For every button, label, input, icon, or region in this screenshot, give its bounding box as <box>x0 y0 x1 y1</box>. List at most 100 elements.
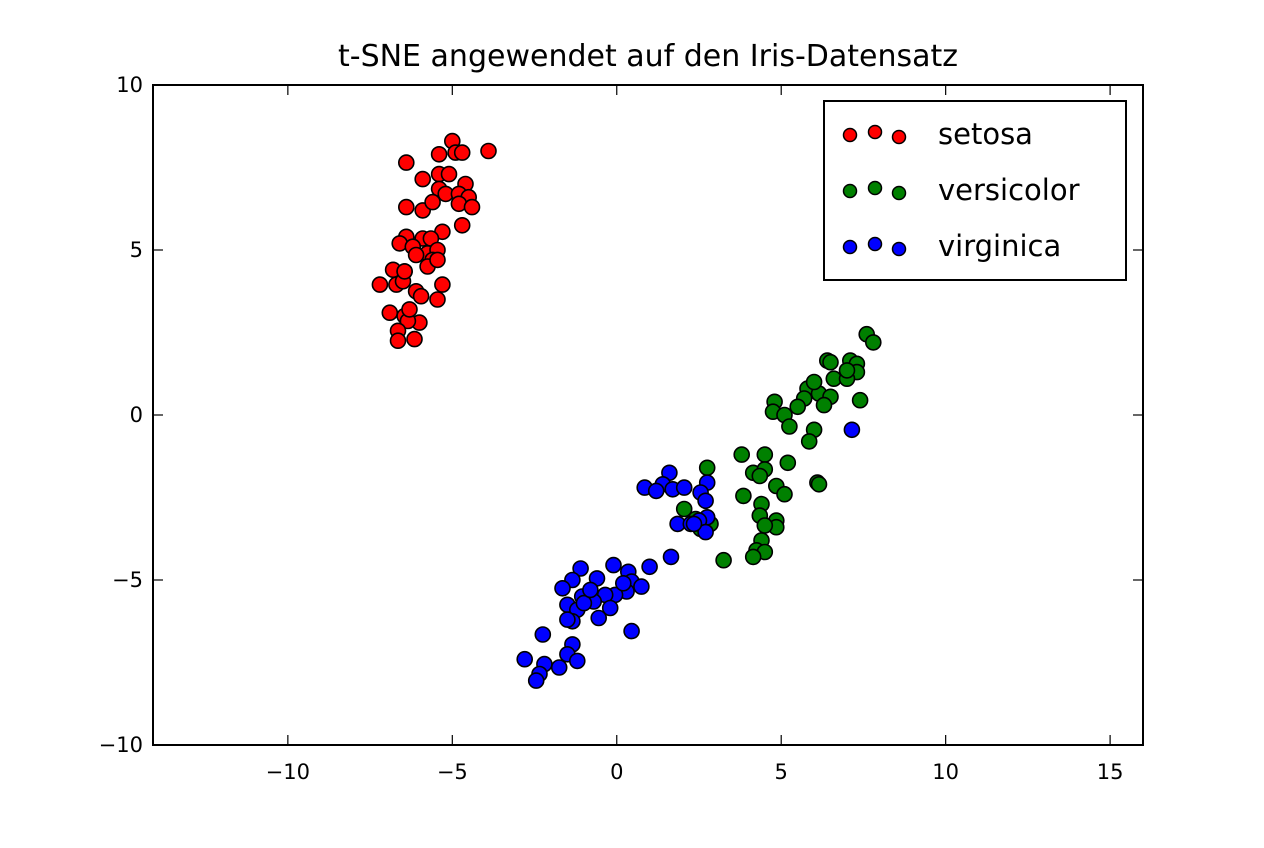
data-point <box>440 165 458 183</box>
data-point <box>781 418 798 435</box>
x-tick-label: 15 <box>1097 760 1124 784</box>
data-point <box>429 251 446 269</box>
y-tick-label: 0 <box>130 403 143 427</box>
data-point <box>733 446 751 463</box>
data-point <box>822 353 839 371</box>
data-point <box>575 594 593 612</box>
data-point <box>397 198 415 216</box>
data-point <box>715 551 732 569</box>
data-point <box>550 659 568 676</box>
data-point <box>838 362 856 379</box>
legend-label: virginica <box>938 229 1061 263</box>
legend-marker-icon <box>842 183 858 199</box>
data-point <box>605 556 622 574</box>
data-point <box>406 330 423 348</box>
data-point <box>697 492 714 510</box>
data-point <box>675 500 693 518</box>
chart-title: t-SNE angewendet auf den Iris-Datensatz <box>338 39 958 74</box>
legend-label: versicolor <box>938 173 1080 207</box>
data-point <box>568 652 586 670</box>
data-point <box>424 193 441 211</box>
data-point <box>534 626 552 643</box>
data-point <box>396 263 413 280</box>
data-point <box>698 459 716 477</box>
data-point <box>430 146 448 163</box>
data-point <box>641 558 658 576</box>
data-point <box>675 479 693 496</box>
data-point <box>697 523 714 541</box>
legend-label: setosa <box>938 117 1033 151</box>
data-point <box>735 487 752 505</box>
legend-marker-icon <box>891 129 907 145</box>
data-point <box>434 276 451 293</box>
data-point <box>516 650 534 668</box>
x-tick-label: −10 <box>266 760 310 784</box>
y-tick-label: 10 <box>116 73 143 97</box>
data-point <box>527 672 545 689</box>
data-point <box>685 515 703 533</box>
data-point <box>381 304 399 322</box>
data-point <box>851 391 869 409</box>
data-point <box>647 482 665 500</box>
data-point <box>453 144 471 161</box>
data-point <box>776 485 793 503</box>
y-tick-label: 5 <box>130 238 143 262</box>
data-point <box>371 276 389 293</box>
data-point <box>744 548 762 566</box>
data-point <box>633 578 650 595</box>
data-point <box>559 611 576 628</box>
legend-marker-icon <box>842 239 858 255</box>
data-point <box>779 454 797 472</box>
data-point <box>623 622 640 640</box>
x-tick-label: −5 <box>437 760 468 784</box>
legend-marker-icon <box>842 127 858 143</box>
legend-marker-icon <box>867 124 883 140</box>
data-point <box>414 170 432 188</box>
data-point <box>429 291 446 308</box>
data-point <box>864 334 882 351</box>
data-point <box>800 433 818 450</box>
x-tick-label: 10 <box>932 760 959 784</box>
data-point <box>843 421 861 439</box>
data-point <box>590 609 608 627</box>
data-point <box>614 574 632 592</box>
data-point <box>789 398 807 416</box>
legend: setosa versicolor virginica <box>823 100 1127 281</box>
y-axis: 10 5 0 −5 −10 <box>99 73 1143 757</box>
y-tick-label: −10 <box>99 733 143 757</box>
data-point <box>756 517 774 534</box>
data-point <box>662 548 680 566</box>
x-tick-label: 5 <box>775 760 788 784</box>
series-setosa <box>371 132 497 350</box>
x-tick-label: 0 <box>610 760 623 784</box>
data-point <box>401 301 418 318</box>
data-point <box>412 287 430 305</box>
data-point <box>805 373 823 391</box>
data-point <box>480 142 497 160</box>
series-virginica <box>516 421 861 689</box>
data-point <box>407 246 425 264</box>
data-point <box>554 579 571 597</box>
data-point <box>463 198 481 216</box>
legend-marker-icon <box>867 180 883 196</box>
y-tick-label: −5 <box>112 568 143 592</box>
data-point <box>582 581 599 599</box>
data-point <box>572 560 589 577</box>
data-point <box>397 154 415 171</box>
legend-marker-icon <box>891 185 907 201</box>
data-point <box>810 475 828 493</box>
legend-marker-icon <box>867 236 883 252</box>
data-point <box>756 446 774 463</box>
legend-marker-icon <box>891 241 907 257</box>
data-point <box>751 467 769 485</box>
data-point <box>453 217 471 234</box>
data-point <box>601 599 619 617</box>
legend-item-virginica: virginica <box>842 229 1061 263</box>
x-axis: −10 −5 0 5 10 15 <box>266 85 1124 784</box>
data-points <box>371 132 882 689</box>
data-point <box>815 396 833 414</box>
legend-item-versicolor: versicolor <box>842 173 1080 207</box>
data-point <box>389 332 407 350</box>
legend-item-setosa: setosa <box>842 117 1033 151</box>
